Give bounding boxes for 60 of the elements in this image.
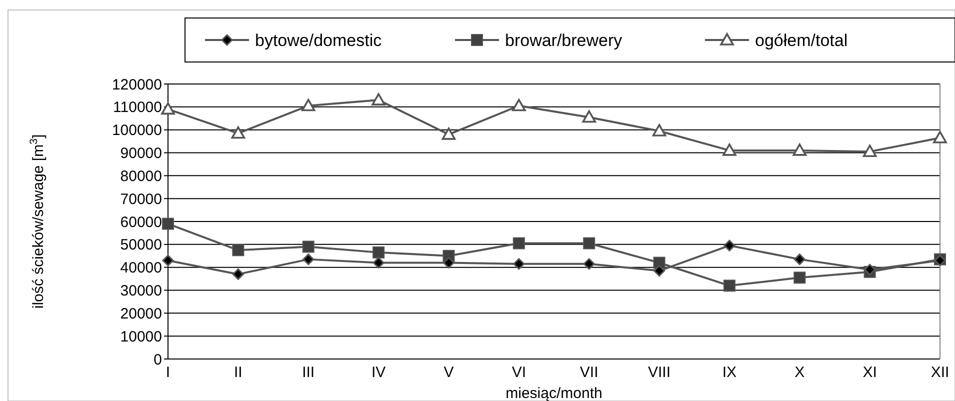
y-tick-label: 70000 — [120, 190, 162, 208]
point — [583, 258, 595, 270]
point — [652, 124, 666, 136]
x-tick-label: VII — [580, 364, 598, 381]
x-tick-label: I — [166, 364, 170, 381]
point — [442, 128, 456, 140]
x-tick-label: XI — [862, 364, 877, 381]
x-tick-label: VIII — [648, 364, 671, 381]
point — [232, 244, 244, 256]
point — [654, 265, 666, 277]
point — [724, 240, 736, 252]
point — [231, 126, 246, 139]
legend-label: browar/brewery — [505, 30, 623, 50]
y-tick-label: 0 — [154, 351, 162, 368]
point — [512, 98, 526, 112]
point — [583, 237, 596, 250]
x-tick-label: V — [444, 364, 454, 381]
x-tick-label: II — [234, 364, 242, 381]
point — [372, 257, 384, 268]
point — [862, 144, 877, 158]
y-tick-label: 90000 — [120, 145, 162, 162]
point — [232, 268, 244, 280]
point — [442, 257, 454, 268]
x-axis-title: miesiąc/month — [506, 385, 602, 401]
y-tick-label: 30000 — [120, 282, 162, 300]
point — [161, 102, 175, 115]
point — [162, 218, 174, 230]
point — [512, 237, 525, 250]
point — [302, 254, 314, 266]
point — [722, 144, 736, 156]
point — [162, 254, 174, 266]
x-tick-label: IV — [371, 364, 386, 381]
point — [301, 98, 316, 112]
y-tick-label: 50000 — [120, 236, 162, 254]
y-tick-label: 80000 — [120, 168, 162, 185]
point — [372, 246, 385, 258]
point — [933, 130, 947, 144]
point — [792, 144, 807, 156]
y-tick-label: 40000 — [120, 260, 162, 277]
point — [794, 272, 806, 284]
point — [582, 110, 596, 123]
x-tick-label: X — [794, 364, 805, 381]
x-tick-label: IX — [722, 364, 737, 381]
point — [372, 93, 386, 106]
point — [723, 280, 736, 292]
y-tick-label: 100000 — [112, 122, 162, 140]
y-tick-label: 60000 — [120, 214, 162, 231]
x-tick-label: III — [302, 364, 315, 381]
y-tick-label: 120000 — [112, 76, 162, 94]
point — [513, 258, 525, 270]
legend-label: bytowe/domestic — [255, 30, 382, 50]
x-tick-label: VI — [512, 364, 526, 381]
x-tick-label: XII — [930, 364, 950, 381]
point — [864, 264, 876, 276]
y-tick-label: 10000 — [120, 328, 162, 346]
legend-label: ogółem/total — [755, 30, 848, 50]
y-tick-label: 110000 — [113, 99, 162, 116]
y-tick-label: 20000 — [120, 305, 162, 322]
point — [794, 254, 806, 266]
point — [302, 240, 314, 253]
